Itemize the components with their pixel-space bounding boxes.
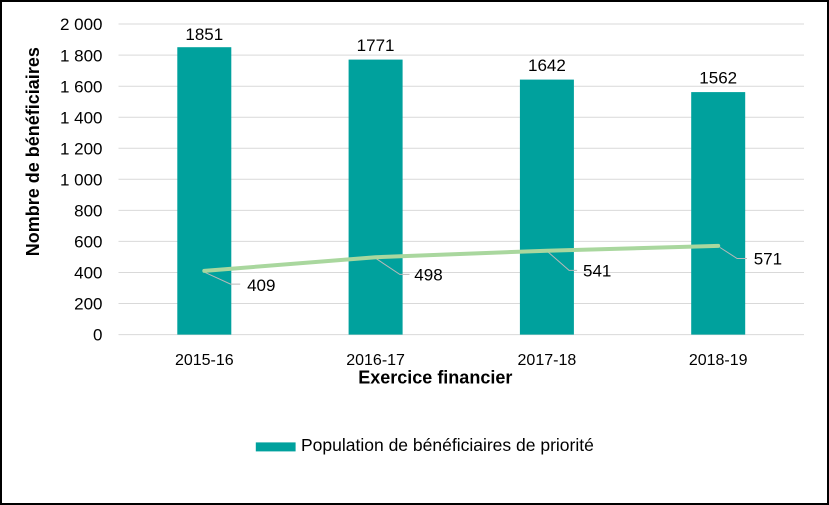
svg-text:541: 541 — [583, 262, 611, 281]
svg-text:800: 800 — [74, 202, 102, 221]
svg-text:1 000: 1 000 — [60, 171, 103, 190]
svg-text:1642: 1642 — [528, 56, 566, 75]
svg-text:1851: 1851 — [185, 25, 223, 44]
svg-text:1562: 1562 — [699, 69, 737, 88]
svg-text:498: 498 — [414, 266, 442, 285]
svg-text:Exercice financier: Exercice financier — [358, 368, 512, 388]
svg-text:2017-18: 2017-18 — [518, 352, 577, 369]
svg-text:600: 600 — [74, 233, 102, 252]
svg-text:1 200: 1 200 — [60, 139, 103, 158]
svg-text:0: 0 — [93, 326, 102, 345]
svg-text:2018-19: 2018-19 — [689, 352, 748, 369]
svg-text:Population de bénéficiaires de: Population de bénéficiaires de priorité — [301, 435, 594, 455]
svg-text:2 000: 2 000 — [60, 15, 103, 34]
svg-text:2016-17: 2016-17 — [346, 352, 405, 369]
svg-text:409: 409 — [247, 276, 275, 295]
svg-text:2015-16: 2015-16 — [175, 352, 234, 369]
svg-text:571: 571 — [754, 250, 782, 269]
svg-text:200: 200 — [74, 295, 102, 314]
svg-text:1 800: 1 800 — [60, 46, 103, 65]
svg-text:1 600: 1 600 — [60, 77, 103, 96]
svg-text:Nombre de bénéficiaires: Nombre de bénéficiaires — [23, 47, 43, 256]
svg-text:1771: 1771 — [357, 36, 395, 55]
svg-text:1 400: 1 400 — [60, 108, 103, 127]
svg-text:400: 400 — [74, 264, 102, 283]
